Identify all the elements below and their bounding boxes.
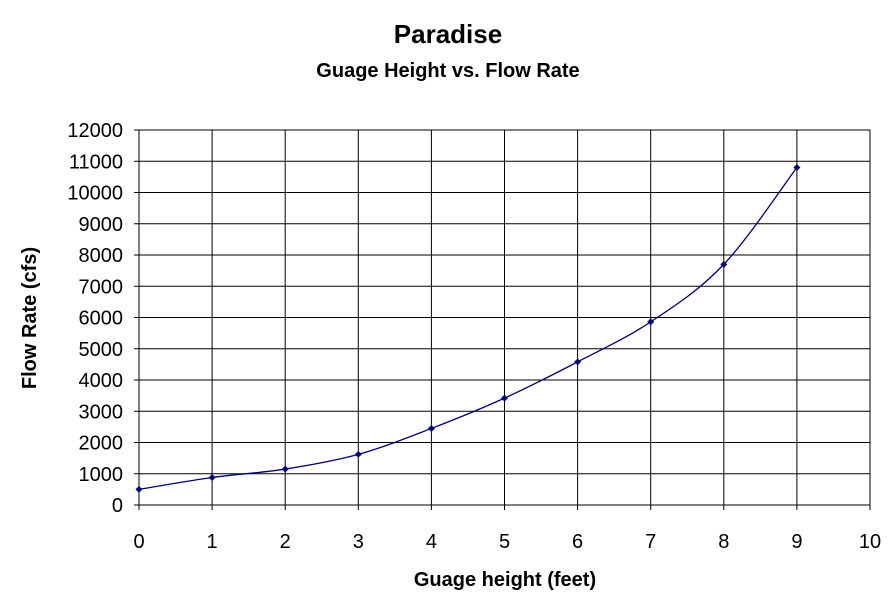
x-tick-label: 7: [645, 531, 656, 553]
x-tick-label: 1: [207, 531, 218, 553]
x-tick-label: 5: [499, 531, 510, 553]
x-tick-label: 6: [572, 531, 583, 553]
data-point: [427, 424, 435, 432]
x-tick-label: 8: [718, 531, 729, 553]
y-tick-label: 7000: [79, 276, 124, 298]
x-tick-label: 9: [791, 531, 802, 553]
plot-area: [135, 129, 871, 506]
y-tick-label: 0: [112, 495, 123, 517]
y-axis-title: Flow Rate (cfs): [19, 247, 41, 389]
data-point: [647, 318, 655, 326]
x-tick-label: 10: [859, 531, 881, 553]
x-axis-title: Guage height (feet): [414, 569, 596, 591]
x-axis-ticks: 0 1 2 3 4 5 6 7 8 9 10: [133, 505, 881, 553]
data-point: [281, 465, 289, 473]
y-tick-label: 4000: [79, 370, 124, 392]
data-point: [208, 474, 216, 481]
data-point: [135, 485, 143, 493]
y-tick-label: 11000: [69, 151, 123, 173]
y-axis-ticks: 0 1000 2000 3000 4000 5000 6000 7000 8000 9000 100…: [67, 120, 139, 517]
x-tick-label: 0: [133, 531, 144, 553]
y-tick-label: 12000: [67, 120, 123, 142]
data-points: [135, 164, 801, 493]
data-point: [501, 394, 508, 402]
x-tick-label: 2: [280, 531, 291, 553]
y-tick-label: 9000: [79, 214, 124, 236]
y-tick-label: 10000: [67, 183, 123, 205]
y-tick-label: 1000: [79, 464, 124, 486]
chart-subtitle: Guage Height vs. Flow Rate: [316, 60, 579, 82]
data-point: [354, 450, 362, 458]
y-tick-label: 5000: [79, 339, 124, 361]
y-tick-label: 6000: [79, 308, 124, 330]
x-tick-label: 3: [353, 531, 364, 553]
y-tick-label: 8000: [79, 245, 124, 267]
y-tick-label: 2000: [79, 433, 124, 455]
data-point: [720, 260, 728, 268]
data-point: [574, 358, 582, 366]
chart-title: Paradise: [394, 19, 502, 49]
data-point: [793, 164, 801, 171]
x-tick-label: 4: [426, 531, 437, 553]
series-line: [138, 167, 798, 491]
y-tick-label: 3000: [79, 401, 124, 423]
